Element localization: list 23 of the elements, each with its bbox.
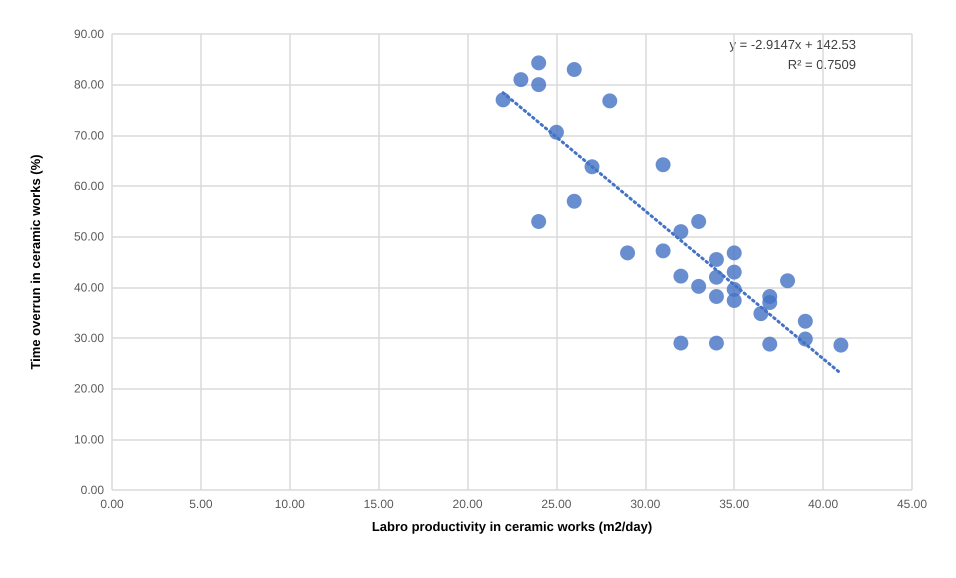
y-tick-label: 60.00	[74, 179, 104, 193]
x-tick-label: 20.00	[452, 497, 483, 511]
x-tick-label: 0.00	[100, 497, 124, 511]
x-tick-label: 10.00	[274, 497, 306, 511]
y-axis-title: Time overrun in ceramic works (%)	[28, 154, 43, 370]
y-tick-label: 90.00	[74, 27, 104, 41]
x-tick-label: 5.00	[189, 497, 213, 511]
annotation: R² = 0.7509	[788, 57, 856, 72]
x-tick-label: 25.00	[541, 497, 572, 511]
y-tick-label: 80.00	[74, 78, 104, 92]
y-tick-label: 10.00	[74, 432, 104, 446]
y-tick-label: 40.00	[74, 280, 104, 294]
x-tick-label: 30.00	[630, 497, 661, 511]
y-tick-label: 50.00	[74, 230, 104, 244]
x-tick-label: 15.00	[364, 497, 394, 511]
y-tick-label: 70.00	[74, 128, 104, 142]
x-tick-label: 35.00	[719, 497, 750, 511]
y-tick-label: 30.00	[74, 331, 104, 345]
y-tick-label: 0.00	[80, 483, 104, 497]
x-tick-label: 40.00	[808, 497, 838, 511]
x-axis-title: Labro productivity in ceramic works (m2/day)	[372, 519, 652, 534]
x-tick-label: 45.00	[896, 497, 928, 511]
y-tick-label: 20.00	[74, 382, 104, 396]
